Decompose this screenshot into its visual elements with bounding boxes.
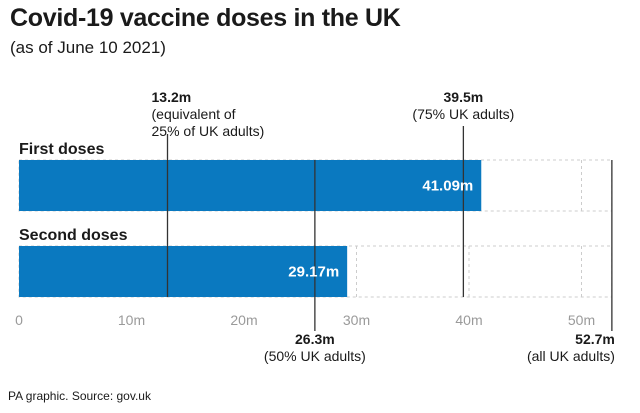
reference-lines [166, 126, 613, 331]
bar-2 [19, 246, 348, 297]
chart-title: Covid-19 vaccine doses in the UK [10, 4, 401, 32]
reference-label-1: 13.2m [152, 89, 192, 105]
bar-layer [19, 160, 482, 297]
reference-note-1-1: (equivalent of [152, 106, 236, 122]
x-tick-label-40: 40m [455, 312, 482, 328]
source-note: PA graphic. Source: gov.uk [8, 389, 151, 403]
chart-subtitle: (as of June 10 2021) [10, 38, 166, 57]
x-tick-label-30: 30m [343, 312, 370, 328]
bar-1 [19, 160, 482, 211]
x-axis-ticks: 0 10m 20m 30m 40m 50m [15, 312, 595, 328]
bar-value-label-2: 29.17m [288, 264, 339, 281]
reference-label-2: 39.5m [444, 89, 484, 105]
reference-note-1-2: 25% of UK adults) [152, 123, 265, 139]
reference-note-2-1: (75% UK adults) [412, 106, 514, 122]
x-tick-label-10: 10m [118, 312, 145, 328]
reference-label-3: 26.3m [295, 331, 335, 347]
category-label-1: First doses [19, 141, 104, 158]
reference-note-4-1: (all UK adults) [527, 348, 615, 364]
reference-label-4: 52.7m [575, 331, 615, 347]
x-tick-label-20: 20m [230, 312, 257, 328]
reference-note-3-1: (50% UK adults) [264, 348, 366, 364]
x-tick-label-50: 50m [568, 312, 595, 328]
x-tick-label-0: 0 [15, 312, 23, 328]
bar-value-label-1: 41.09m [422, 178, 473, 195]
category-label-2: Second doses [19, 227, 128, 244]
